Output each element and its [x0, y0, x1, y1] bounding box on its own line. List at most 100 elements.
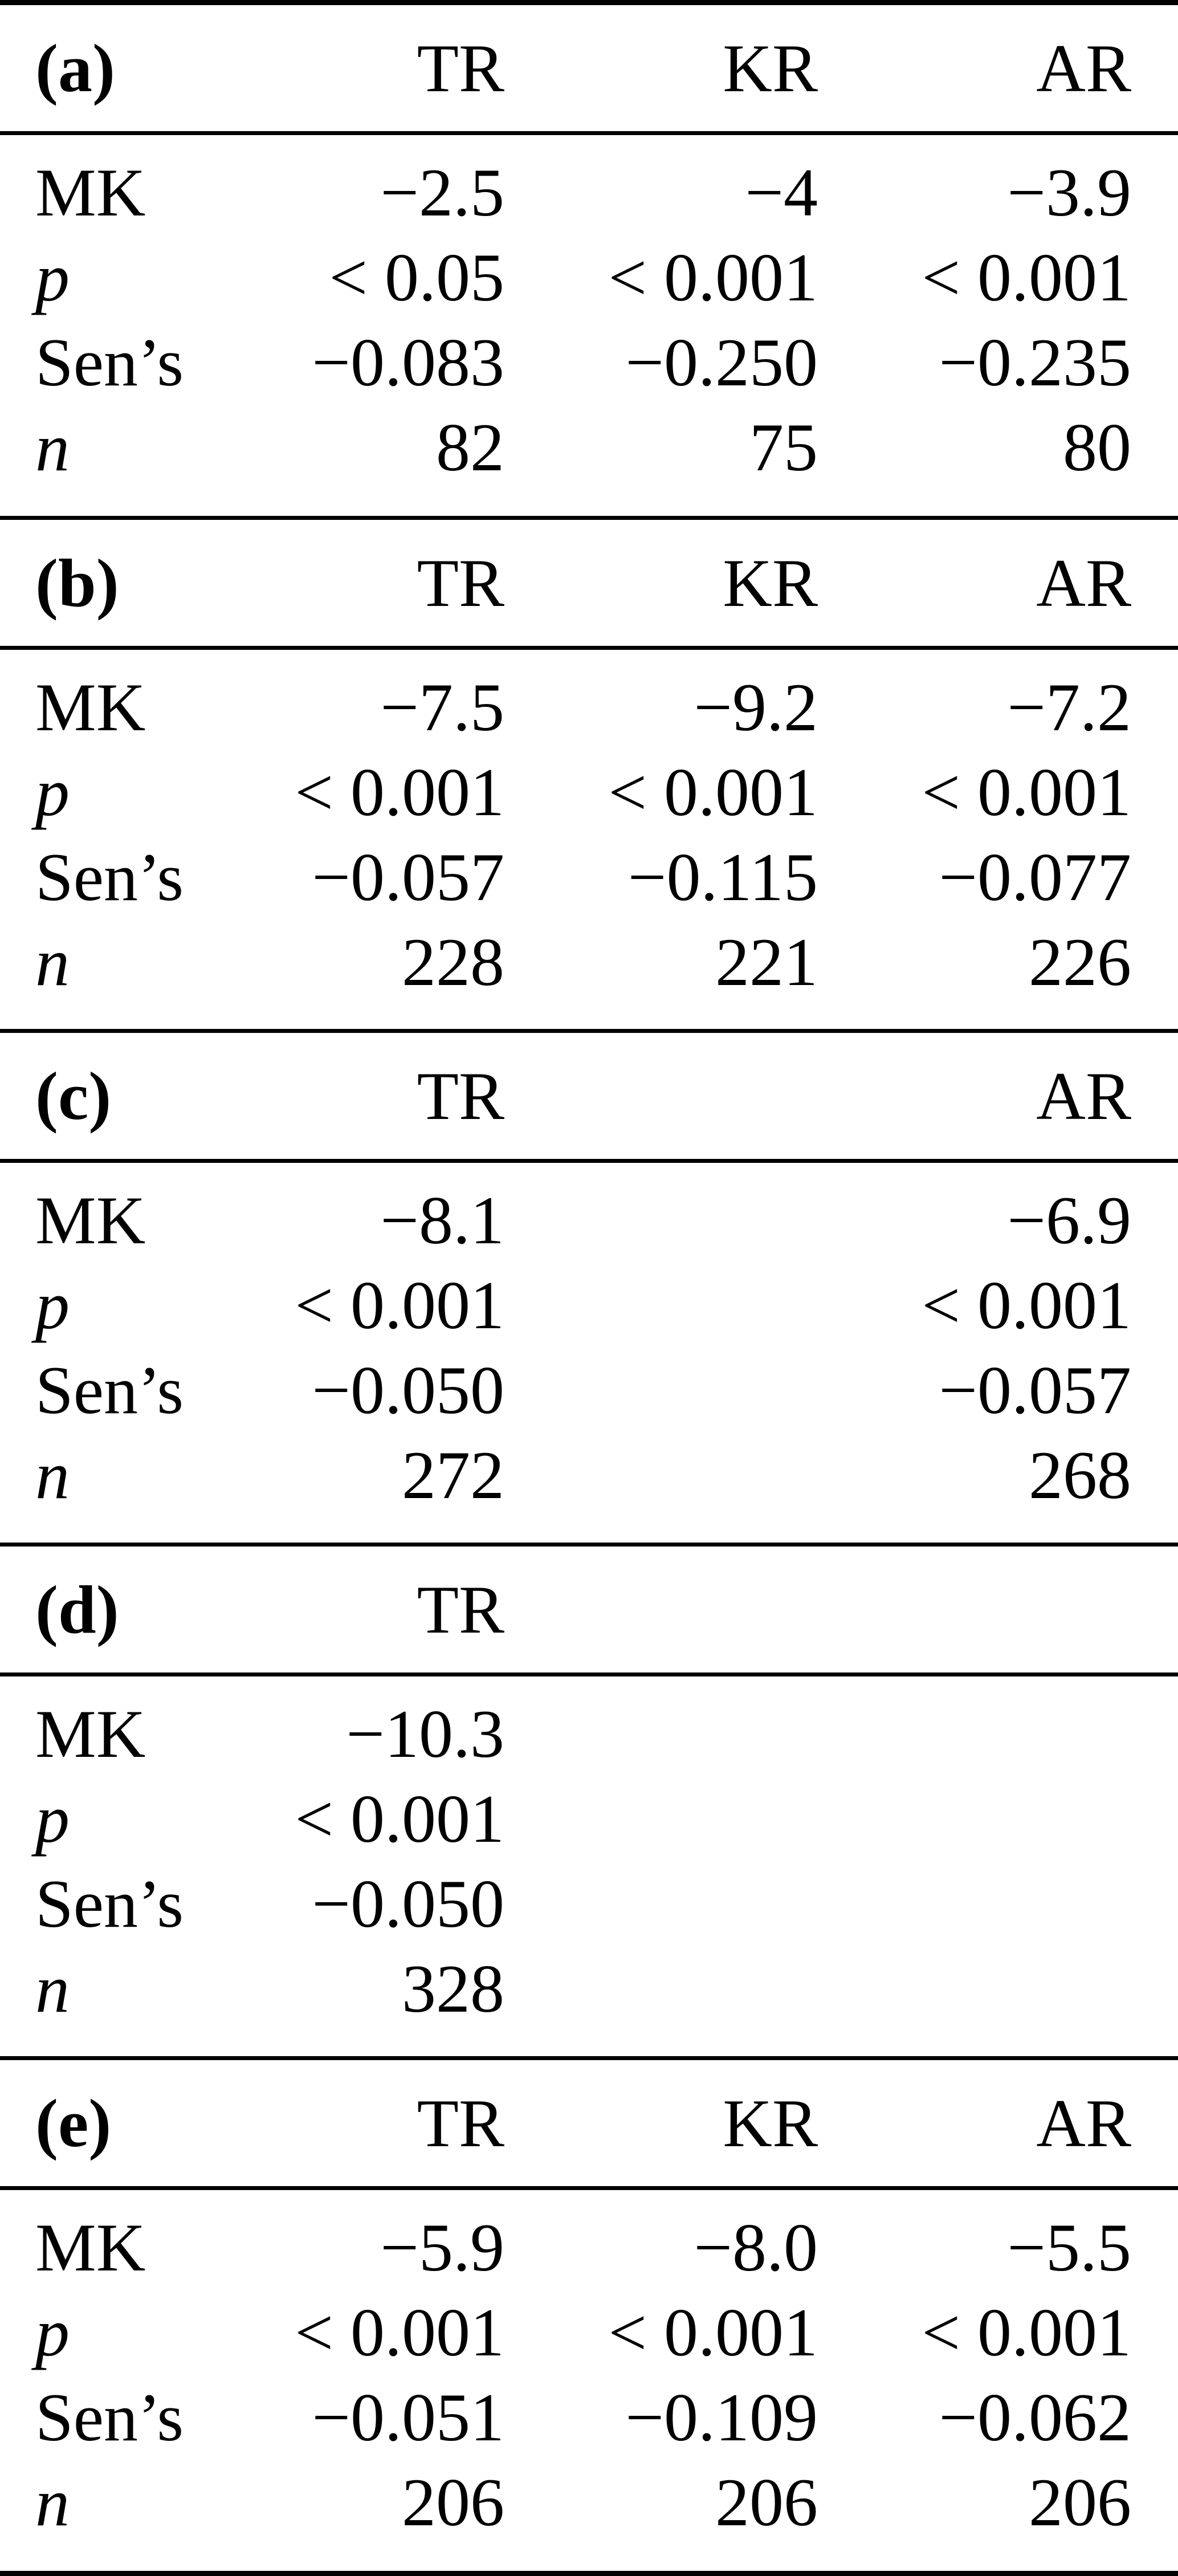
cell-b-mk-kr: −9.2: [694, 669, 818, 745]
panel-separator-rule: [0, 2056, 1178, 2060]
panel-c: (c) TR AR MK −8.1 −6.9 p < 0.001 < 0.001…: [0, 1029, 1178, 1543]
cell-e-sens-kr: −0.109: [625, 2379, 818, 2455]
cell-a-sens-ar: −0.235: [939, 324, 1131, 400]
row-label-sens: Sen’s: [35, 839, 184, 915]
table-row: p < 0.001 < 0.001 < 0.001: [0, 750, 1178, 835]
cell-a-sens-kr: −0.250: [625, 324, 818, 400]
cell-b-p-kr: < 0.001: [608, 754, 818, 830]
cell-d-sens-tr: −0.050: [312, 1866, 504, 1942]
cell-e-n-ar: 206: [1029, 2464, 1131, 2540]
cell-b-sens-kr: −0.115: [627, 839, 818, 915]
row-label-sens: Sen’s: [35, 2379, 184, 2455]
table-row: Sen’s −0.050: [0, 1861, 1178, 1946]
cell-a-n-tr: 82: [436, 409, 504, 485]
row-label-n: n: [35, 1437, 70, 1513]
cell-b-sens-tr: −0.057: [312, 839, 504, 915]
row-label-p: p: [35, 2294, 70, 2370]
col-header-kr: KR: [723, 544, 818, 621]
table-row: Sen’s −0.050 −0.057: [0, 1348, 1178, 1433]
panel-c-data: MK −8.1 −6.9 p < 0.001 < 0.001 Sen’s −0.…: [0, 1163, 1178, 1517]
table-row: n 228 221 226: [0, 919, 1178, 1004]
cell-b-mk-tr: −7.5: [380, 669, 504, 745]
panel-separator-rule: [0, 516, 1178, 520]
table-row: p < 0.001 < 0.001 < 0.001: [0, 2290, 1178, 2375]
col-header-ar: AR: [1036, 30, 1131, 106]
panel-a: (a) TR KR AR MK −2.5 −4 −3.9 p < 0.05 < …: [0, 0, 1178, 516]
cell-a-n-ar: 80: [1063, 409, 1131, 485]
panel-d-data: MK −10.3 p < 0.001 Sen’s −0.050 n 328: [0, 1676, 1178, 2031]
cell-d-mk-ar: [818, 1691, 1131, 1776]
cell-c-sens-tr: −0.050: [312, 1352, 504, 1428]
row-label-mk: MK: [35, 154, 146, 230]
cell-d-sens-ar: [818, 1861, 1131, 1946]
cell-d-mk-kr: [504, 1691, 818, 1776]
col-header-tr: TR: [417, 30, 504, 106]
panel-e-header-row: (e) TR KR AR: [0, 2060, 1178, 2186]
cell-b-n-tr: 228: [402, 924, 504, 1000]
col-header-ar: AR: [1036, 544, 1131, 621]
col-header-kr: KR: [723, 30, 818, 106]
row-label-sens: Sen’s: [35, 324, 184, 400]
cell-b-p-ar: < 0.001: [922, 754, 1131, 830]
header-separator-rule: [0, 1159, 1178, 1163]
table-top-rule: [0, 0, 1178, 5]
table-row: MK −7.5 −9.2 −7.2: [0, 665, 1178, 750]
cell-a-p-kr: < 0.001: [608, 239, 818, 315]
cell-e-sens-ar: −0.062: [939, 2379, 1131, 2455]
cell-e-p-tr: < 0.001: [295, 2294, 504, 2370]
table-row: n 206 206 206: [0, 2460, 1178, 2545]
table-row: MK −5.9 −8.0 −5.5: [0, 2205, 1178, 2290]
cell-b-p-tr: < 0.001: [295, 754, 504, 830]
cell-b-mk-ar: −7.2: [1007, 669, 1131, 745]
cell-c-mk-kr: [504, 1178, 818, 1263]
row-label-mk: MK: [35, 669, 146, 745]
cell-a-n-kr: 75: [749, 409, 818, 485]
panel-b-data: MK −7.5 −9.2 −7.2 p < 0.001 < 0.001 < 0.…: [0, 650, 1178, 1004]
row-label-p: p: [35, 1267, 70, 1343]
panel-b: (b) TR KR AR MK −7.5 −9.2 −7.2 p < 0.001…: [0, 516, 1178, 1029]
header-separator-rule: [0, 2186, 1178, 2190]
cell-a-mk-ar: −3.9: [1007, 154, 1131, 230]
table-row: MK −2.5 −4 −3.9: [0, 150, 1178, 235]
col-header-ar: AR: [1036, 1057, 1131, 1134]
panel-b-label: (b): [35, 544, 119, 621]
row-label-p: p: [35, 1781, 70, 1857]
panel-separator-rule: [0, 1543, 1178, 1547]
row-label-mk: MK: [35, 2209, 146, 2285]
cell-d-p-ar: [818, 1776, 1131, 1861]
table-bottom-rule: [0, 2571, 1178, 2576]
cell-e-n-kr: 206: [715, 2464, 818, 2540]
table-row: p < 0.05 < 0.001 < 0.001: [0, 235, 1178, 320]
cell-c-n-tr: 272: [402, 1437, 504, 1513]
panel-d: (d) TR MK −10.3 p < 0.001 Sen’s −0.050: [0, 1543, 1178, 2056]
cell-e-p-kr: < 0.001: [608, 2294, 818, 2370]
panel-e-data: MK −5.9 −8.0 −5.5 p < 0.001 < 0.001 < 0.…: [0, 2190, 1178, 2545]
table-row: p < 0.001 < 0.001: [0, 1263, 1178, 1348]
col-header-kr: KR: [723, 2085, 818, 2161]
table-row: Sen’s −0.057 −0.115 −0.077: [0, 835, 1178, 919]
panel-d-label: (d): [35, 1571, 119, 1647]
col-header-tr: TR: [417, 544, 504, 621]
table-row: p < 0.001: [0, 1776, 1178, 1861]
table-row: n 82 75 80: [0, 405, 1178, 490]
cell-a-mk-tr: −2.5: [380, 154, 504, 230]
cell-c-p-ar: < 0.001: [922, 1267, 1131, 1343]
col-header-tr: TR: [417, 1571, 504, 1647]
row-label-mk: MK: [35, 1182, 146, 1258]
cell-b-sens-ar: −0.077: [939, 839, 1131, 915]
cell-a-mk-kr: −4: [745, 154, 818, 230]
header-separator-rule: [0, 646, 1178, 650]
row-label-n: n: [35, 924, 70, 1000]
row-label-p: p: [35, 239, 70, 315]
header-separator-rule: [0, 131, 1178, 135]
cell-e-n-tr: 206: [402, 2464, 504, 2540]
panel-a-data: MK −2.5 −4 −3.9 p < 0.05 < 0.001 < 0.001…: [0, 135, 1178, 490]
cell-d-n-tr: 328: [402, 1951, 504, 2026]
cell-c-sens-kr: [504, 1348, 818, 1433]
cell-a-p-ar: < 0.001: [922, 239, 1131, 315]
table-row: MK −8.1 −6.9: [0, 1178, 1178, 1263]
cell-d-sens-kr: [504, 1861, 818, 1946]
cell-c-n-kr: [504, 1433, 818, 1517]
table-row: MK −10.3: [0, 1691, 1178, 1776]
cell-c-sens-ar: −0.057: [939, 1352, 1131, 1428]
